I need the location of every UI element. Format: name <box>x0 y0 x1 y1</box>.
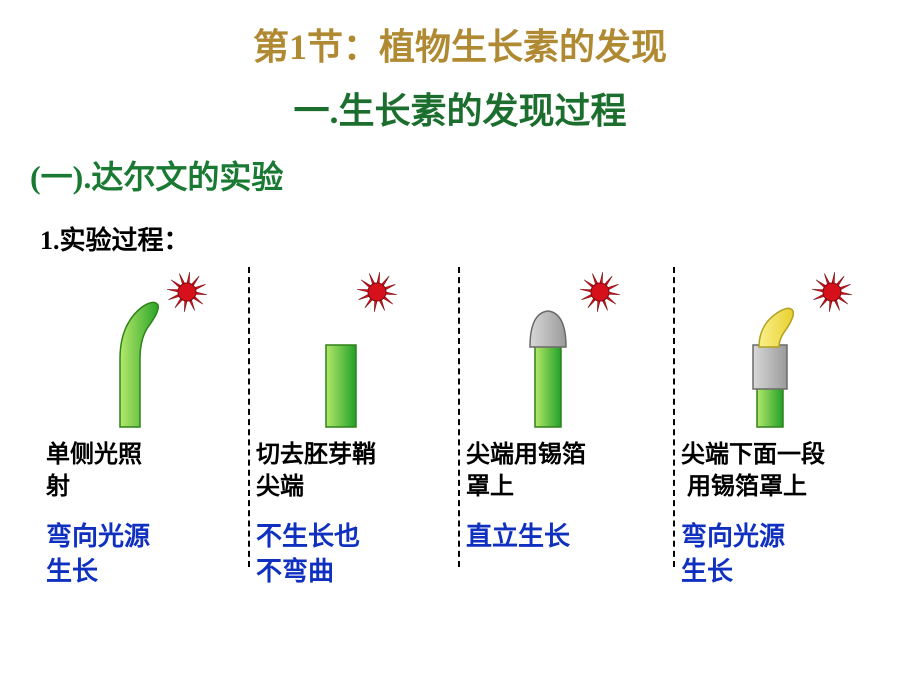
experiment-4: 尖端下面一段 用锡箔罩上 弯向光源 生长 <box>675 265 900 589</box>
exp2-stage <box>256 265 454 435</box>
exp4-result-line1: 弯向光源 <box>681 522 785 551</box>
exp1-result-line1: 弯向光源 <box>46 522 150 551</box>
exp4-desc-line2: 用锡箔罩上 <box>681 474 807 500</box>
sun-icon <box>579 271 621 313</box>
exp1-plant <box>96 299 166 429</box>
sun-icon <box>356 271 398 313</box>
exp1-desc-line1: 单侧光照 <box>46 442 142 468</box>
exp4-plant <box>743 305 813 429</box>
exp1-desc-line2: 射 <box>46 474 70 500</box>
main-title: 第1节：植物生长素的发现 <box>0 0 920 70</box>
exp2-result-line2: 不弯曲 <box>256 557 334 586</box>
process-heading: 1.实验过程： <box>40 220 920 257</box>
exp4-stage <box>681 265 894 435</box>
exp2-result-line1: 不生长也 <box>256 522 360 551</box>
exp3-plant <box>526 307 570 429</box>
sun-icon <box>811 271 853 313</box>
experiment-2: 切去胚芽鞘 尖端 不生长也 不弯曲 <box>250 265 460 589</box>
exp4-desc: 尖端下面一段 用锡箔罩上 <box>681 439 894 505</box>
exp2-desc-line2: 尖端 <box>256 474 304 500</box>
exp3-result: 直立生长 <box>466 519 669 554</box>
exp4-result-line2: 生长 <box>681 557 733 586</box>
exp1-desc: 单侧光照 射 <box>46 439 244 505</box>
experiment-3: 尖端用锡箔 罩上 直立生长 <box>460 265 675 589</box>
exp1-result-line2: 生长 <box>46 557 98 586</box>
experiment-row: 单侧光照 射 弯向光源 生长 切去胚芽鞘 尖端 <box>0 265 920 589</box>
exp4-desc-line1: 尖端下面一段 <box>681 442 825 468</box>
exp3-desc: 尖端用锡箔 罩上 <box>466 439 669 505</box>
exp2-result: 不生长也 不弯曲 <box>256 519 454 589</box>
exp2-desc-line1: 切去胚芽鞘 <box>256 442 376 468</box>
subtitle: 一.生长素的发现过程 <box>0 82 920 134</box>
sun-icon <box>166 271 208 313</box>
exp4-result: 弯向光源 生长 <box>681 519 894 589</box>
exp2-plant <box>324 343 358 429</box>
exp3-desc-line2: 罩上 <box>466 474 514 500</box>
exp3-desc-line1: 尖端用锡箔 <box>466 442 586 468</box>
exp1-stage <box>46 265 244 435</box>
exp1-result: 弯向光源 生长 <box>46 519 244 589</box>
experiment-1: 单侧光照 射 弯向光源 生长 <box>40 265 250 589</box>
exp3-stage <box>466 265 669 435</box>
exp2-desc: 切去胚芽鞘 尖端 <box>256 439 454 505</box>
section-heading: (一).达尔文的实验 <box>30 152 920 198</box>
